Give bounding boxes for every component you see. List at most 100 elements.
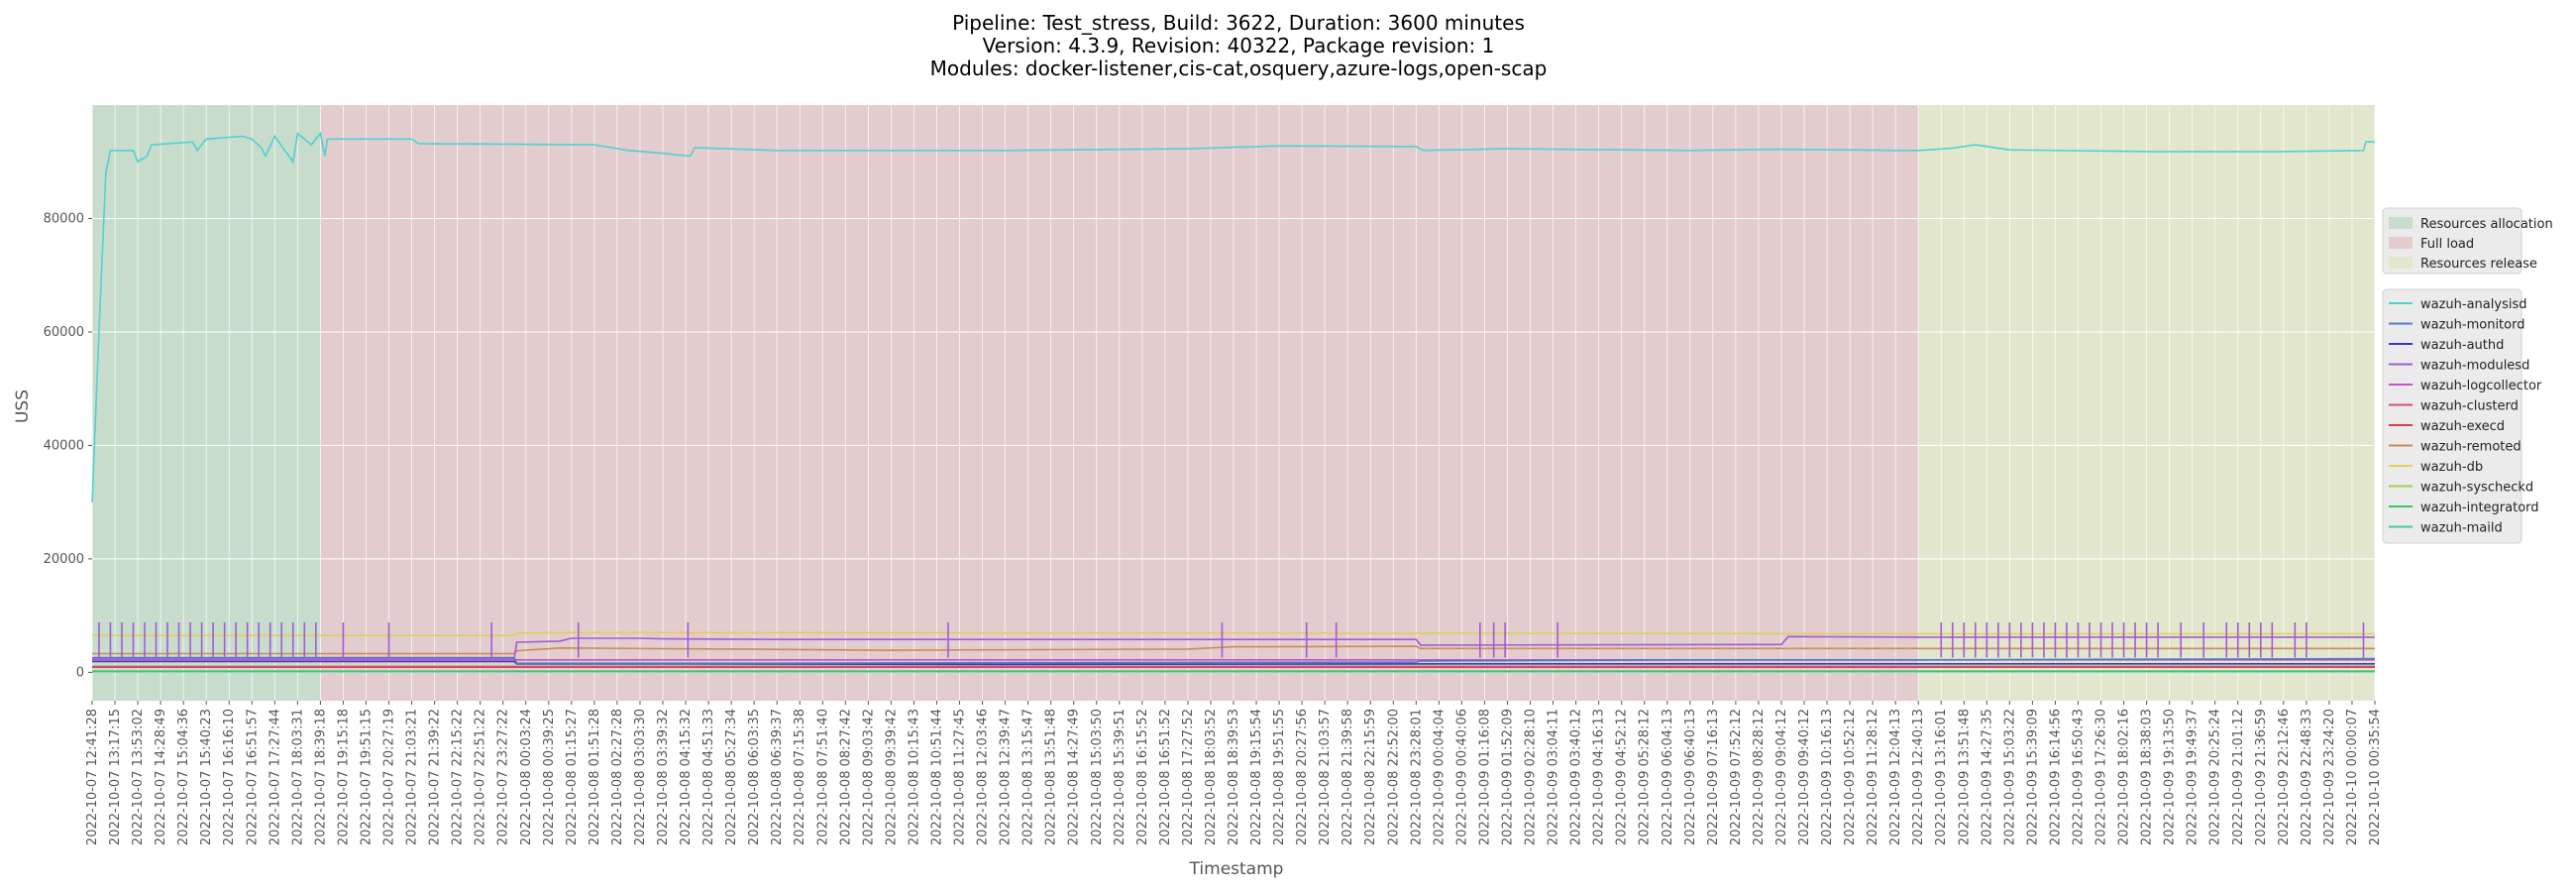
x-tick-label: 2022-10-09 06:40:13	[1683, 709, 1698, 845]
axes: 0 20000 40000 60000 80000 2022-10-07 12:41:28…	[44, 211, 2383, 845]
x-tick-label: 2022-10-07 22:51:22	[474, 709, 488, 845]
x-tick-label: 2022-10-07 20:27:19	[382, 709, 397, 845]
x-tick-label: 2022-10-09 19:13:50	[2163, 709, 2178, 845]
x-tick-label: 2022-10-09 01:52:09	[1500, 709, 1515, 845]
x-tick-label: 2022-10-09 12:04:13	[1888, 709, 1903, 845]
x-tick-label: 2022-10-07 16:16:10	[222, 709, 237, 845]
x-tick-label: 2022-10-07 18:03:31	[290, 709, 305, 845]
x-tick-label: 2022-10-07 23:27:22	[496, 709, 511, 845]
x-tick-label: 2022-10-07 12:41:28	[85, 709, 100, 845]
x-tick-label: 2022-10-07 19:51:15	[359, 709, 374, 845]
x-tick-label: 2022-10-08 07:15:38	[793, 709, 807, 845]
x-tick-label: 2022-10-09 05:28:12	[1638, 709, 1653, 845]
x-tick-label: 2022-10-09 14:27:35	[1980, 709, 1994, 845]
x-tick-label: 2022-10-09 20:25:24	[2208, 709, 2223, 845]
x-tick-label: 2022-10-08 17:27:52	[1181, 709, 1196, 845]
chart-title: Pipeline: Test_stress, Build: 3622, Dura…	[930, 11, 1548, 80]
x-tick-label: 2022-10-08 22:52:00	[1386, 709, 1401, 845]
y-axis-label: USS	[13, 390, 33, 423]
x-tick-label: 2022-10-08 19:15:54	[1249, 709, 1264, 845]
series-line-wazuh-remoted	[92, 645, 2375, 655]
phase-legend: Resources allocation Full load Resources r…	[2382, 207, 2553, 275]
x-tick-label: 2022-10-09 04:16:13	[1592, 709, 1607, 845]
title-line-1: Pipeline: Test_stress, Build: 3622, Dura…	[952, 11, 1525, 35]
y-tick-label: 40000	[44, 438, 84, 453]
x-tick-label: 2022-10-08 23:28:01	[1409, 709, 1424, 845]
x-tick-label: 2022-10-07 17:27:44	[268, 709, 282, 845]
x-tick-label: 2022-10-08 06:03:35	[747, 709, 762, 845]
phase-legend-box	[2382, 207, 2522, 275]
y-tick-label: 0	[76, 665, 84, 680]
x-tick-label: 2022-10-07 16:51:57	[245, 709, 260, 845]
phase-legend-label: Resources allocation	[2420, 217, 2553, 232]
x-tick-label: 2022-10-09 18:02:16	[2117, 709, 2132, 845]
x-tick-label: 2022-10-09 15:39:09	[2025, 709, 2040, 845]
x-tick-label: 2022-10-09 13:16:01	[1934, 709, 1949, 845]
series-legend-label: wazuh-authd	[2420, 338, 2504, 353]
x-tick-label: 2022-10-09 16:14:56	[2048, 709, 2063, 845]
x-tick-label: 2022-10-09 21:36:59	[2254, 709, 2269, 845]
x-tick-label: 2022-10-08 04:51:33	[701, 709, 716, 845]
x-tick-label: 2022-10-08 09:39:42	[884, 709, 899, 845]
x-tick-label: 2022-10-09 12:40:13	[1911, 709, 1926, 845]
x-tick-label: 2022-10-07 19:15:18	[336, 709, 351, 845]
phase-legend-label: Full load	[2420, 237, 2474, 252]
x-tick-label: 2022-10-08 20:27:56	[1295, 709, 1310, 845]
x-tick-label: 2022-10-08 03:39:32	[656, 709, 671, 845]
x-tick-label: 2022-10-08 04:15:32	[679, 709, 694, 845]
y-tick-label: 20000	[44, 552, 84, 567]
x-tick-label: 2022-10-08 18:03:52	[1204, 709, 1219, 845]
x-tick-label: 2022-10-08 05:27:34	[724, 709, 739, 845]
x-tick-label: 2022-10-07 13:53:02	[131, 709, 146, 845]
series-line-wazuh-authd	[92, 660, 2375, 666]
x-tick-label: 2022-10-09 17:26:30	[2094, 709, 2109, 845]
x-tick-label: 2022-10-08 16:51:52	[1158, 709, 1173, 845]
series-legend-label: wazuh-clusterd	[2420, 399, 2519, 414]
x-tick-label: 2022-10-09 06:04:13	[1661, 709, 1675, 845]
x-tick-label: 2022-10-08 06:39:37	[770, 709, 785, 845]
x-tick-label: 2022-10-09 02:28:10	[1524, 709, 1539, 845]
phase-legend-swatch	[2389, 257, 2413, 269]
x-tick-label: 2022-10-08 12:39:47	[999, 709, 1014, 845]
x-tick-label: 2022-10-08 07:51:40	[815, 709, 830, 845]
x-tick-label: 2022-10-07 14:28:49	[154, 709, 168, 845]
x-tick-label: 2022-10-09 22:48:33	[2300, 709, 2314, 845]
x-tick-label: 2022-10-09 13:51:48	[1957, 709, 1972, 845]
series-line-wazuh-analysisd	[91, 131, 2375, 502]
series-line-wazuh-db	[92, 631, 2375, 636]
x-tick-label: 2022-10-09 09:40:12	[1797, 709, 1812, 845]
series-legend-label: wazuh-db	[2420, 460, 2483, 475]
x-tick-label: 2022-10-10 00:00:07	[2345, 709, 2360, 845]
x-tick-label: 2022-10-08 03:03:30	[633, 709, 648, 845]
x-tick-label: 2022-10-08 15:39:51	[1113, 709, 1127, 845]
x-tick-label: 2022-10-09 07:52:12	[1729, 709, 1744, 845]
x-tick-label: 2022-10-07 18:39:18	[313, 709, 328, 845]
x-tick-label: 2022-10-07 13:17:15	[108, 709, 123, 845]
title-line-3: Modules: docker-listener,cis-cat,osquery…	[930, 56, 1548, 80]
x-tick-label: 2022-10-07 15:40:23	[199, 709, 214, 845]
x-tick-label: 2022-10-10 00:35:54	[2368, 709, 2383, 845]
phase-legend-swatch	[2389, 237, 2413, 249]
x-tick-label: 2022-10-09 00:40:06	[1454, 709, 1469, 845]
x-tick-label: 2022-10-09 09:04:12	[1774, 709, 1789, 845]
x-tick-label: 2022-10-09 00:04:04	[1432, 709, 1447, 845]
x-tick-label: 2022-10-08 10:51:44	[929, 709, 944, 845]
x-axis-label: Timestamp	[1189, 859, 1284, 879]
y-tick-label: 80000	[44, 211, 84, 226]
x-tick-label: 2022-10-09 07:16:13	[1706, 709, 1721, 845]
x-tick-label: 2022-10-08 01:15:27	[565, 709, 580, 845]
x-tick-label: 2022-10-09 21:01:12	[2231, 709, 2246, 845]
grid-lines	[91, 105, 2376, 701]
x-tick-label: 2022-10-07 21:39:22	[428, 709, 443, 845]
x-tick-label: 2022-10-07 22:15:22	[451, 709, 466, 845]
x-tick-label: 2022-10-07 21:03:21	[405, 709, 420, 845]
x-tick-label: 2022-10-09 18:38:03	[2140, 709, 2155, 845]
series-legend-label: wazuh-modulesd	[2420, 359, 2529, 374]
x-tick-label: 2022-10-09 10:52:12	[1843, 709, 1858, 845]
series-legend: wazuh-analysisd wazuh-monitord wazuh-authd…	[2382, 288, 2542, 544]
series-legend-label: wazuh-monitord	[2420, 318, 2524, 333]
x-tick-label: 2022-10-08 10:15:43	[907, 709, 921, 845]
x-tick-label: 2022-10-08 22:15:59	[1363, 709, 1378, 845]
x-tick-label: 2022-10-08 00:03:24	[519, 709, 534, 845]
